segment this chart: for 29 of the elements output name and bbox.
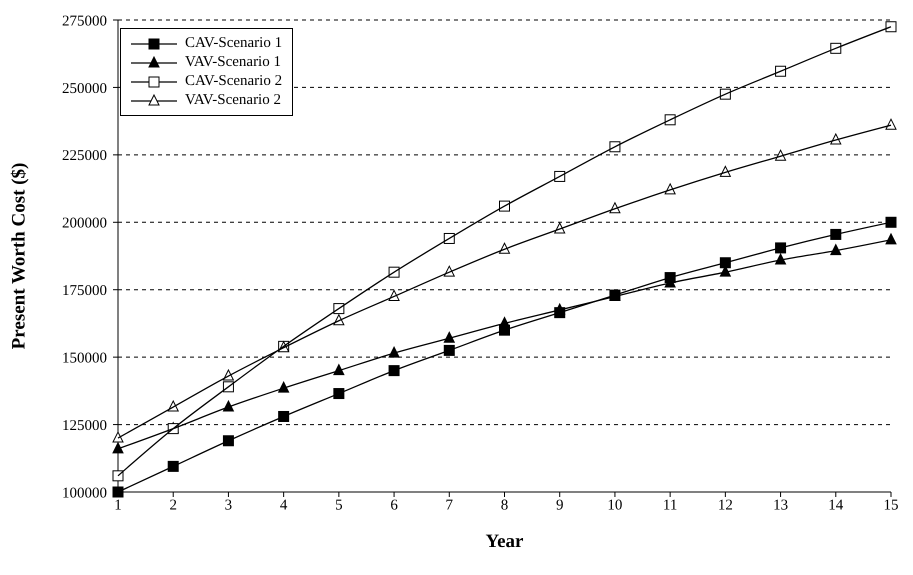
x-tick-label: 6 [390,498,398,514]
x-tick-label: 9 [556,498,564,514]
y-tick-label: 250000 [62,80,107,97]
x-tick-label: 1 [114,498,122,514]
x-tick-label: 4 [280,498,288,514]
x-tick-label: 2 [169,498,177,514]
y-tick-label: 150000 [62,350,107,366]
y-tick-label: 275000 [62,13,107,30]
x-tick-label: 15 [884,498,898,514]
x-tick-label: 13 [773,498,788,514]
y-axis-title: Present Worth Cost ($) [8,162,30,350]
x-tick-label: 10 [607,498,622,514]
y-tick-label: 175000 [62,283,107,300]
x-tick-label: 8 [500,498,508,514]
x-tick-label: 7 [446,498,454,514]
y-tick-label: 200000 [62,216,107,232]
legend-label: VAV-Scenario 1 [185,54,281,71]
x-tick-label: 3 [224,498,232,514]
legend-label: VAV-Scenario 2 [185,92,281,109]
x-tick-label: 14 [828,498,844,514]
y-tick-label: 100000 [62,485,107,502]
legend-label: CAV-Scenario 1 [185,35,282,52]
legend-label: CAV-Scenario 2 [185,73,282,90]
x-tick-label: 12 [718,498,733,514]
x-tick-label: 11 [662,498,678,514]
x-tick-label: 5 [335,498,343,514]
y-tick-label: 125000 [62,418,107,434]
x-axis-title: Year [486,531,524,552]
y-tick-label: 225000 [62,148,107,164]
